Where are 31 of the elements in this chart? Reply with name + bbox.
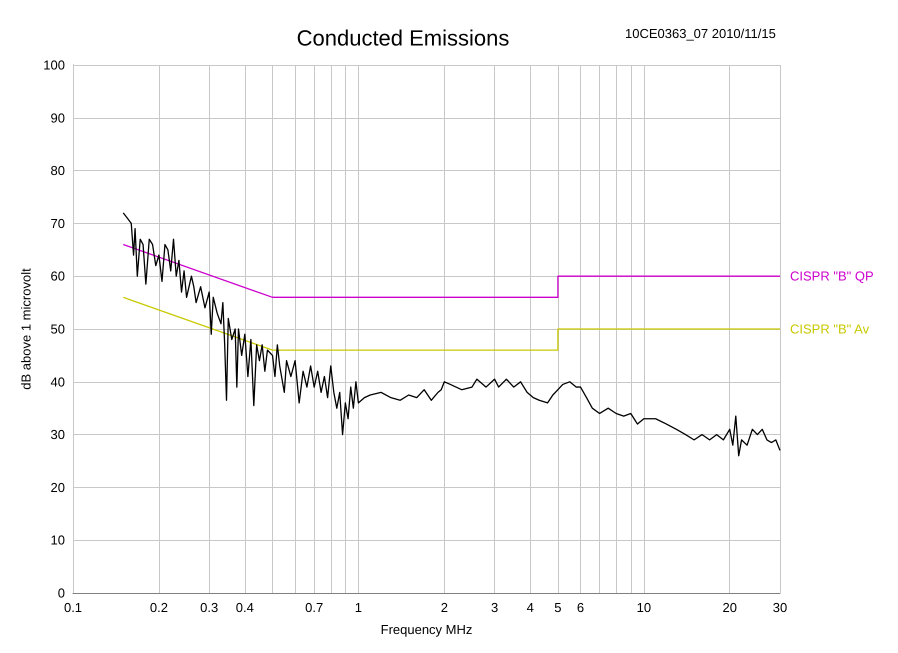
y-tick-label: 50 (50, 322, 65, 336)
y-tick-label: 60 (50, 268, 65, 284)
x-tick-label: 0.4 (236, 600, 254, 615)
chart-title: Conducted Emissions (296, 26, 510, 50)
x-tick-label: 0.1 (64, 600, 82, 615)
x-tick-label: 5 (554, 600, 562, 615)
x-tick-label: 0.3 (200, 600, 218, 615)
x-tick-label: 20 (722, 600, 737, 615)
x-tick-label: 3 (490, 600, 498, 615)
x-tick-label: 6 (576, 600, 584, 615)
x-tick-label: 0.2 (150, 600, 168, 615)
chart-subtitle: 10CE0363_07 2010/11/15 (625, 26, 776, 41)
x-tick-label: 10 (636, 600, 652, 615)
series-label: CISPR "B" QP (790, 268, 874, 284)
y-tick-label: 70 (50, 216, 65, 231)
x-axis-title: Frequency MHz (380, 622, 472, 637)
x-tick-label: 1 (354, 600, 362, 615)
y-tick-label: 10 (50, 532, 65, 548)
y-tick-label: 80 (50, 163, 65, 178)
x-tick-label: 2 (440, 600, 448, 615)
x-tick-label: 0.7 (305, 600, 324, 615)
y-tick-label: 20 (50, 480, 65, 495)
y-tick-label: 90 (50, 110, 65, 126)
y-tick-label: 0 (58, 586, 65, 600)
y-tick-label: 100 (43, 58, 65, 72)
y-tick-label: 30 (50, 427, 65, 442)
x-tick-label: 30 (772, 600, 788, 615)
x-tick-label: 4 (526, 600, 534, 615)
series-label: CISPR "B" Av (790, 322, 870, 336)
y-tick-label: 40 (50, 374, 65, 390)
y-axis-title: dB above 1 microvolt (18, 268, 34, 390)
